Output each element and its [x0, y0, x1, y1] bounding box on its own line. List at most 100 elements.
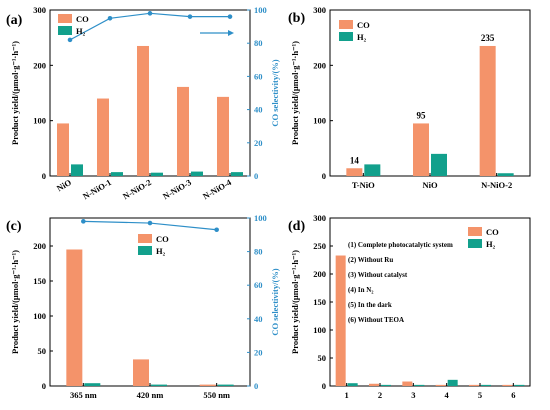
bar-co — [435, 384, 446, 386]
bar-h2 — [381, 384, 391, 386]
bar-h2 — [447, 379, 458, 386]
legend-label: H₂ — [486, 239, 496, 249]
panel-label: (d) — [288, 219, 305, 234]
bar-co — [369, 383, 379, 386]
bar-co — [479, 45, 496, 176]
y-tick-label: 250 — [313, 241, 326, 251]
panel-label: (b) — [288, 11, 305, 26]
chart-panel: (d) 0 50 100 150 200 250 300 Product yield/(μmol… — [288, 213, 531, 400]
legend-swatch — [58, 14, 72, 23]
y-tick-label: 100 — [313, 325, 326, 335]
y-tick-label: 50 — [318, 353, 327, 363]
bar-h2 — [111, 172, 123, 176]
chart-panel: (c) 0 50 100 150 200 0 20 40 60 80 100 CO selectivit… — [6, 213, 280, 400]
condition-label: (6) Without TEOA — [348, 316, 404, 324]
bar-h2 — [151, 384, 167, 386]
bar-h2 — [364, 164, 381, 176]
y-axis-label: Product yield/(μmol·g⁻¹·h⁻¹) — [290, 250, 300, 354]
legend-label: CO — [357, 20, 370, 30]
x-tick-label: N-NiO-3 — [161, 177, 193, 201]
legend-label: CO — [156, 234, 169, 244]
chart-panel: (a) 0 100 200 300 0 20 40 60 80 100 CO selectivity/… — [6, 5, 280, 201]
selectivity-point — [107, 15, 113, 21]
bar-co — [133, 359, 149, 386]
bar-h2 — [347, 383, 358, 386]
legend-swatch — [138, 234, 152, 243]
panel-label: (c) — [6, 219, 22, 234]
y-tick-label: 300 — [33, 5, 46, 15]
y-tick-label: 0 — [42, 381, 46, 391]
y2-tick-label: 80 — [254, 247, 263, 257]
data-label: 14 — [350, 155, 360, 165]
y-tick-label: 50 — [38, 346, 47, 356]
data-label: 235 — [481, 33, 495, 43]
selectivity-point — [67, 37, 73, 43]
bar-h2 — [431, 153, 447, 176]
y-tick-label: 100 — [33, 116, 46, 126]
y-tick-label: 200 — [313, 60, 326, 70]
legend-label: H₂ — [156, 246, 166, 256]
bar-co — [335, 255, 346, 386]
y2-tick-label: 100 — [254, 213, 267, 223]
bar-co — [137, 45, 149, 176]
y-axis-label: Product yield/(μmol·g⁻¹·h⁻¹) — [10, 250, 20, 354]
bar-co — [402, 381, 413, 386]
y2-tick-label: 100 — [254, 5, 267, 15]
y-axis-label: Product yield/(μmol·g⁻¹·h⁻¹) — [290, 41, 300, 145]
bar-h2 — [217, 384, 234, 386]
legend-swatch — [58, 26, 72, 35]
x-tick-label: NiO — [422, 180, 438, 190]
bar-h2 — [191, 171, 203, 176]
y-tick-label: 100 — [33, 311, 46, 321]
x-tick-label: 4 — [445, 390, 450, 400]
selectivity-line — [69, 12, 230, 41]
y2-tick-label: 60 — [254, 71, 263, 81]
y2-tick-label: 0 — [254, 171, 258, 181]
bar-co — [413, 123, 429, 176]
bar-h2 — [414, 384, 425, 386]
y2-tick-label: 80 — [254, 38, 263, 48]
bar-co — [66, 249, 83, 386]
chart-panel: (b) 0 100 200 300 Product yield/(μmol·g⁻¹·h⁻¹… — [288, 5, 531, 190]
bar-co — [469, 384, 479, 386]
y2-tick-label: 0 — [254, 381, 258, 391]
selectivity-point — [227, 14, 233, 19]
condition-label: (5) In the dark — [348, 301, 392, 309]
y2-tick-label: 20 — [254, 347, 263, 357]
bar-co — [57, 123, 69, 176]
legend-swatch — [468, 227, 482, 236]
bar-co — [97, 98, 109, 176]
x-tick-label: 1 — [345, 390, 349, 400]
bar-h2 — [481, 384, 491, 386]
x-tick-label: N-NiO-2 — [481, 180, 512, 190]
x-tick-label: 6 — [511, 390, 515, 400]
legend-label: H₂ — [357, 32, 367, 42]
y-tick-label: 300 — [313, 5, 326, 15]
legend-label: H₂ — [76, 26, 86, 36]
legend-swatch — [339, 32, 353, 41]
x-tick-label: T-NiO — [352, 180, 375, 190]
y-tick-label: 0 — [42, 171, 46, 181]
x-tick-label: NiO — [55, 177, 73, 193]
bar-co — [177, 86, 189, 176]
x-tick-label: 550 nm — [203, 390, 230, 400]
y2-tick-label: 40 — [254, 105, 263, 115]
y2-tick-label: 20 — [254, 138, 263, 148]
selectivity-point — [147, 220, 153, 226]
legend-swatch — [468, 239, 482, 248]
panel-label: (a) — [6, 13, 23, 28]
y2-axis-label: CO selectivity/(%) — [270, 59, 280, 126]
condition-label: (2) Without Ru — [348, 256, 393, 264]
y-tick-label: 200 — [313, 269, 326, 279]
x-tick-label: N-NiO-1 — [81, 177, 113, 201]
bar-co — [346, 168, 363, 176]
legend-swatch — [138, 246, 152, 255]
bar-h2 — [514, 384, 525, 386]
y-tick-label: 200 — [33, 241, 46, 251]
bar-co — [199, 384, 216, 386]
y-tick-label: 200 — [33, 60, 46, 70]
x-tick-label: N-NiO-4 — [201, 177, 234, 202]
data-label: 95 — [417, 110, 427, 120]
y2-tick-label: 40 — [254, 314, 263, 324]
